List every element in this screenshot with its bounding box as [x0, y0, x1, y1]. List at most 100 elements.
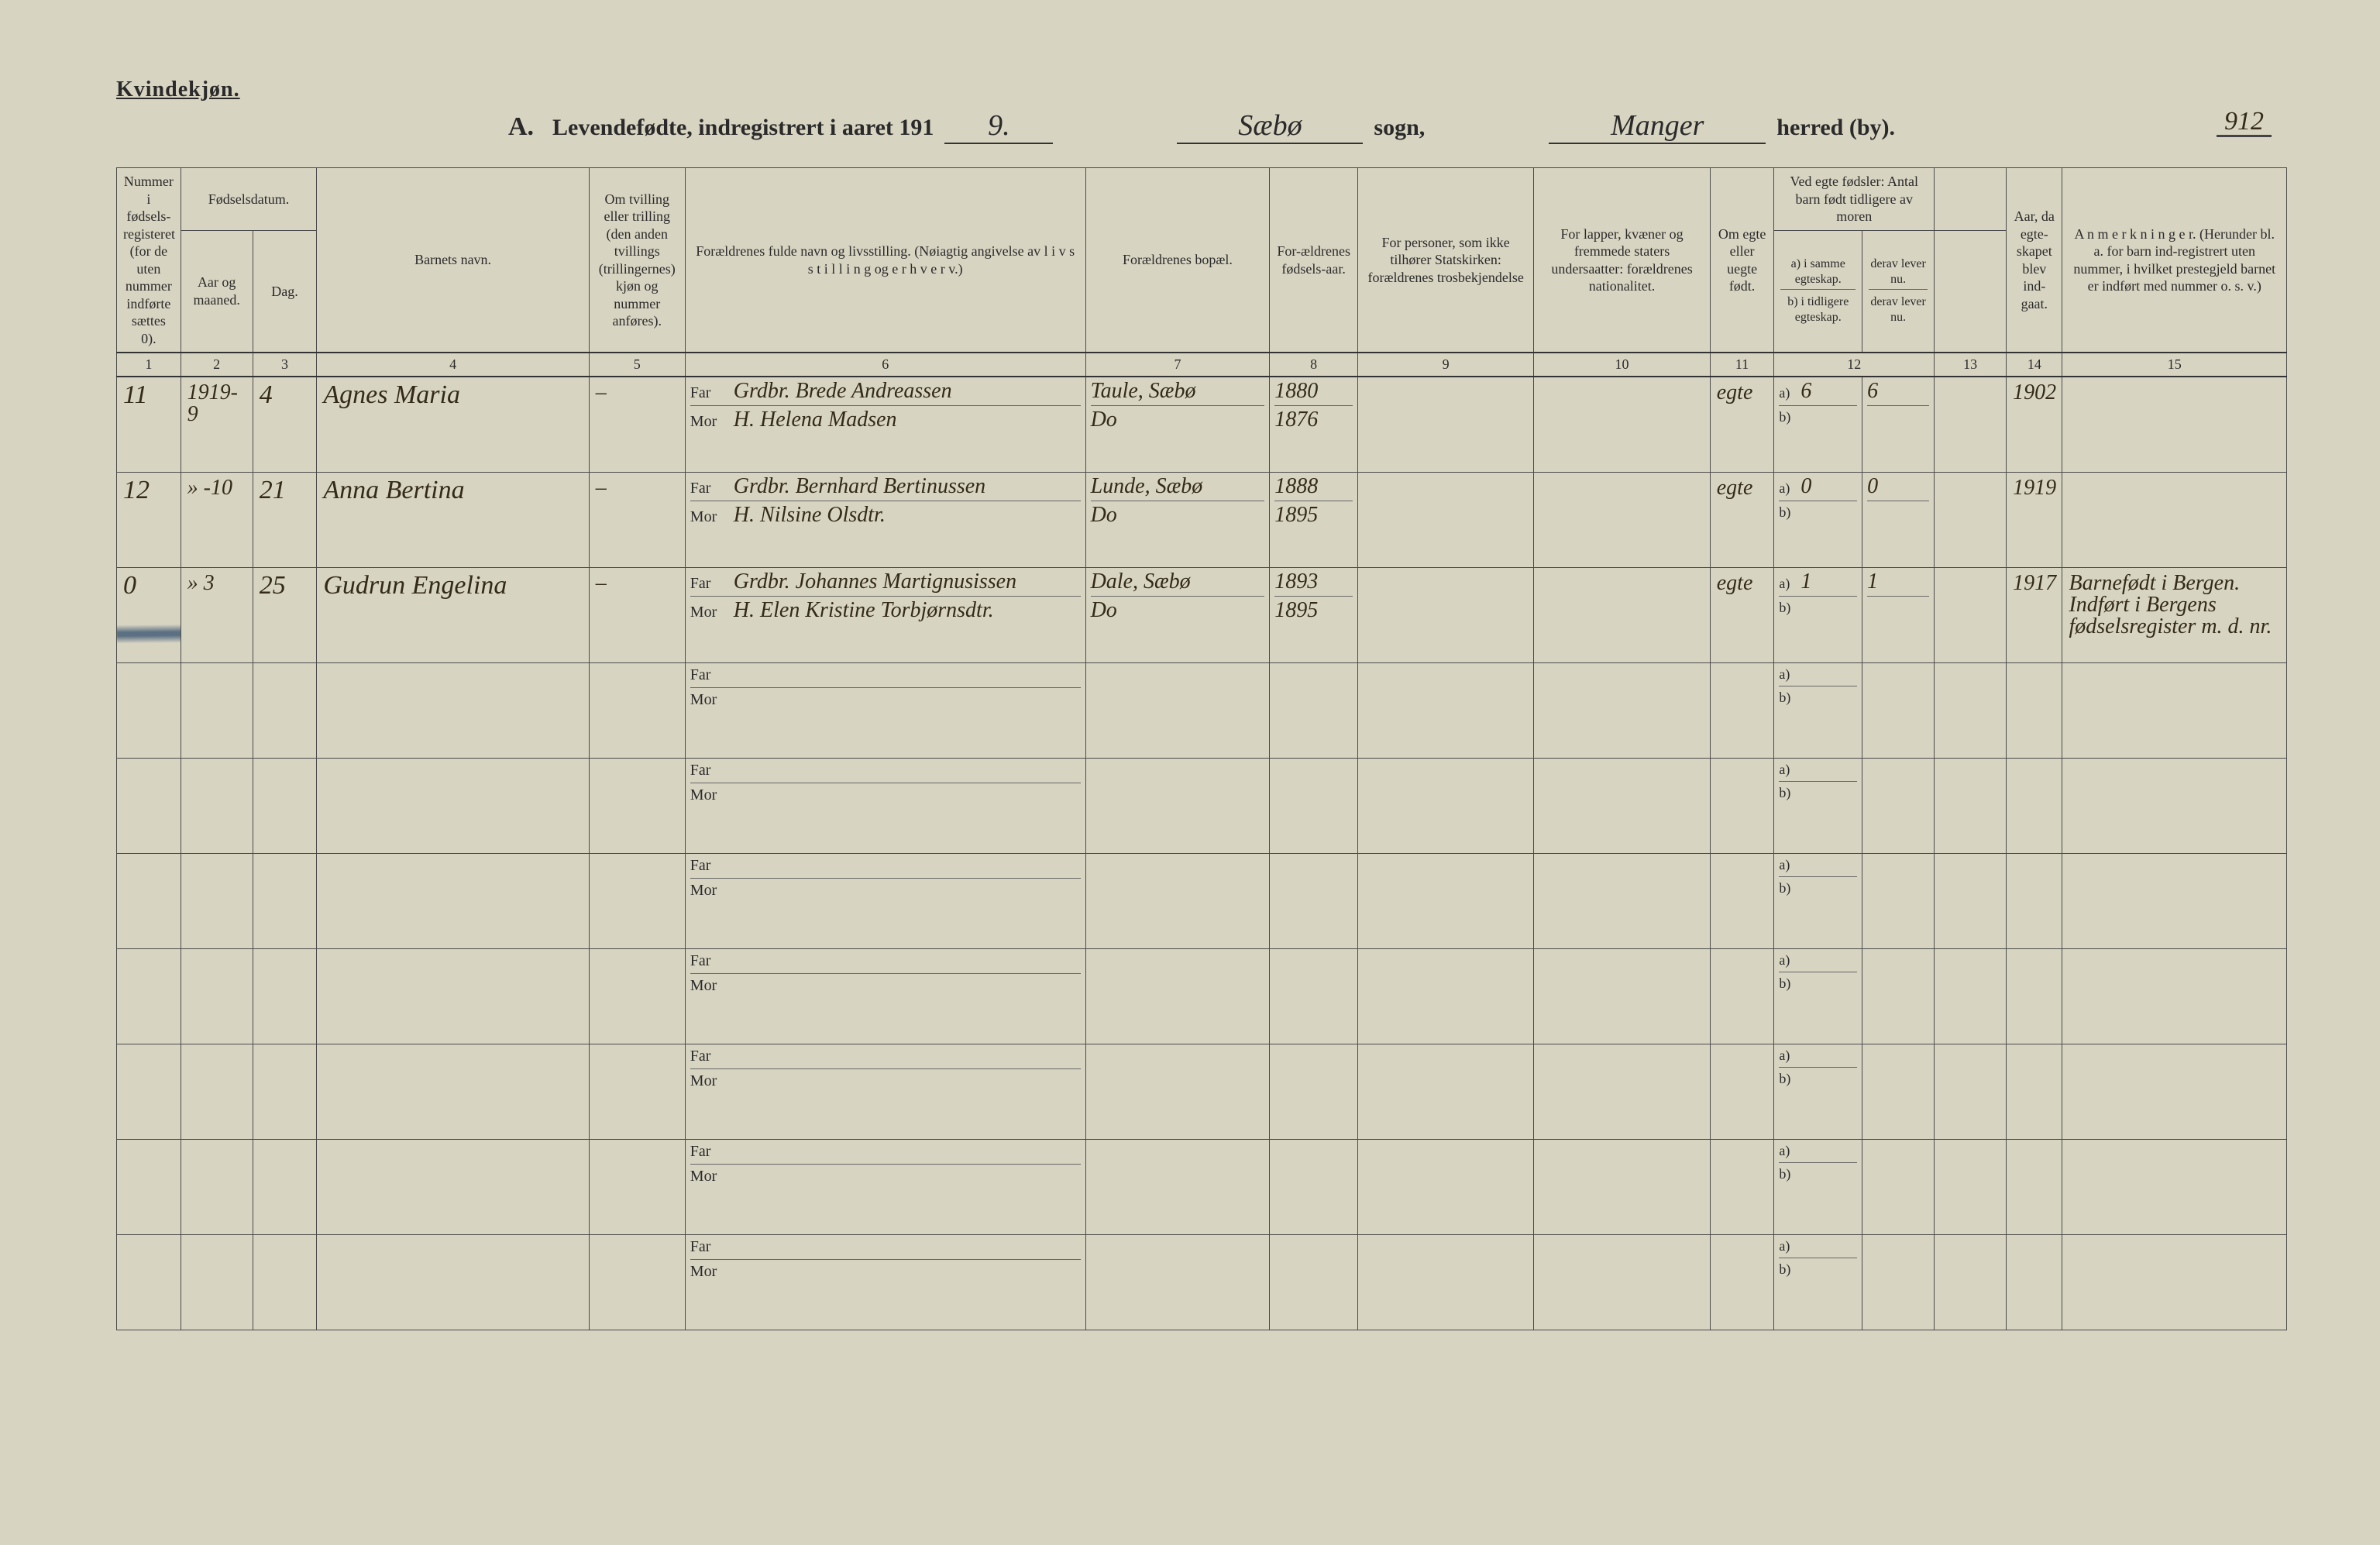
cell-blank — [1085, 1235, 1270, 1330]
cell-blank — [1085, 1140, 1270, 1235]
cell-blank — [2062, 949, 2287, 1044]
hdr-col7: Forældrenes bopæl. — [1085, 168, 1270, 353]
cell-c9 — [1357, 377, 1533, 473]
cell-num: 11 — [117, 377, 181, 473]
b-label: b) — [1779, 600, 1794, 616]
handwritten-value: 1895 — [1274, 504, 1318, 526]
hdr-col13-group — [1935, 168, 2007, 231]
a-label: a) — [1779, 666, 1794, 683]
hdr-col6: Forældrenes fulde navn og livsstilling. … — [685, 168, 1085, 353]
cell-blank: FarMor — [685, 759, 1085, 854]
cell-blank — [1357, 759, 1533, 854]
cell-blank — [1534, 759, 1710, 854]
cell-blank — [317, 663, 589, 759]
cell-c9 — [1357, 568, 1533, 663]
handwritten-value: 0 — [1800, 476, 1811, 497]
cell-blank — [1862, 1235, 1935, 1330]
mor-label: Mor — [690, 882, 726, 900]
table-row: 12» -1021Anna Bertina–FarGrdbr. Bernhard… — [117, 473, 2287, 568]
cell-parents: FarGrdbr. Brede AndreassenMorH. Helena M… — [685, 377, 1085, 473]
hdr-col12-group: Ved egte fødsler: Antal barn født tidlig… — [1774, 168, 1935, 231]
colnum: 15 — [2062, 353, 2287, 377]
cell-blank — [1270, 1044, 1358, 1140]
cell-blank — [1710, 854, 1774, 949]
hdr-c13a: derav lever nu. — [1869, 255, 1928, 290]
cell-child-name: Agnes Maria — [317, 377, 589, 473]
cell-parent-years: 18881895 — [1270, 473, 1358, 568]
far-label: Far — [690, 762, 726, 779]
colnum: 12 — [1774, 353, 1935, 377]
column-number-row: 1 2 3 4 5 6 7 8 9 10 11 12 13 14 15 — [117, 353, 2287, 377]
hdr-col4: Barnets navn. — [317, 168, 589, 353]
cell-blank — [2062, 854, 2287, 949]
far-label: Far — [690, 1238, 726, 1256]
handwritten-value: 1893 — [1274, 571, 1318, 593]
cell-blank — [117, 1044, 181, 1140]
register-table: Nummer i fødsels-registeret (for de uten… — [116, 167, 2287, 1330]
cell-blank — [181, 1235, 253, 1330]
cell-blank — [1085, 1044, 1270, 1140]
cell-blank — [1085, 949, 1270, 1044]
cell-c13 — [1935, 473, 2007, 568]
cell-blank — [589, 663, 685, 759]
cell-blank — [317, 1044, 589, 1140]
cell-blank — [1710, 949, 1774, 1044]
cell-twin: – — [589, 377, 685, 473]
cell-blank: FarMor — [685, 949, 1085, 1044]
sogn-label: sogn, — [1374, 115, 1425, 141]
hdr-col15: A n m e r k n i n g e r. (Herunder bl. a… — [2062, 168, 2287, 353]
cell-c12-derav: 0 — [1862, 473, 1935, 568]
cell-parent-years: 1893 1895 — [1270, 568, 1358, 663]
cell-blank — [1862, 759, 1935, 854]
title-row: A. Levendefødte, indregistrert i aaret 1… — [116, 108, 2287, 144]
cell-remarks — [2062, 473, 2287, 568]
cell-blank: a)b) — [1774, 663, 1862, 759]
cell-child-name: Anna Bertina — [317, 473, 589, 568]
b-label: b) — [1779, 409, 1794, 425]
page-number: 912 — [2217, 108, 2272, 137]
handwritten-value: Do — [1091, 409, 1117, 431]
cell-blank: FarMor — [685, 1235, 1085, 1330]
cell-blank — [1862, 949, 1935, 1044]
b-label: b) — [1779, 504, 1794, 521]
cell-c10 — [1534, 473, 1710, 568]
cell-blank: a)b) — [1774, 949, 1862, 1044]
cell-blank — [117, 759, 181, 854]
handwritten-value: 1895 — [1274, 600, 1318, 621]
mor-label: Mor — [690, 508, 726, 526]
cell-blank — [317, 759, 589, 854]
cell-twin: – — [589, 568, 685, 663]
cell-blank — [1935, 949, 2007, 1044]
cell-blank: FarMor — [685, 854, 1085, 949]
cell-child-name: Gudrun Engelina — [317, 568, 589, 663]
b-label: b) — [1779, 1166, 1794, 1182]
hdr-c12a: a) i samme egteskap. — [1780, 255, 1856, 290]
b-label: b) — [1779, 1071, 1794, 1087]
cell-c10 — [1534, 568, 1710, 663]
b-label: b) — [1779, 1261, 1794, 1278]
cell-blank — [2062, 759, 2287, 854]
register-page: Kvindekjøn. 912 A. Levendefødte, indregi… — [0, 0, 2380, 1545]
cell-twin: – — [589, 473, 685, 568]
handwritten-value: Taule, Sæbø — [1091, 380, 1196, 402]
title-year-suffix: 9. — [944, 108, 1053, 144]
cell-blank — [1085, 663, 1270, 759]
cell-blank — [1862, 1044, 1935, 1140]
far-label: Far — [690, 1048, 726, 1065]
cell-blank — [2007, 1044, 2062, 1140]
colnum: 14 — [2007, 353, 2062, 377]
cell-blank — [1935, 1140, 2007, 1235]
far-label: Far — [690, 480, 726, 497]
cell-blank — [181, 663, 253, 759]
cell-num: 0 — [117, 568, 181, 663]
cell-blank — [181, 759, 253, 854]
handwritten-value: egte — [1717, 476, 1753, 500]
cell-blank — [1270, 759, 1358, 854]
cell-year-month: 1919-9 — [181, 377, 253, 473]
cell-blank — [589, 1140, 685, 1235]
b-label: b) — [1779, 880, 1794, 896]
cell-parents: FarGrdbr. Bernhard BertinussenMorH. Nils… — [685, 473, 1085, 568]
cell-blank — [1085, 759, 1270, 854]
title-main-segment: A. Levendefødte, indregistrert i aaret 1… — [508, 108, 1053, 144]
cell-blank — [253, 1235, 317, 1330]
